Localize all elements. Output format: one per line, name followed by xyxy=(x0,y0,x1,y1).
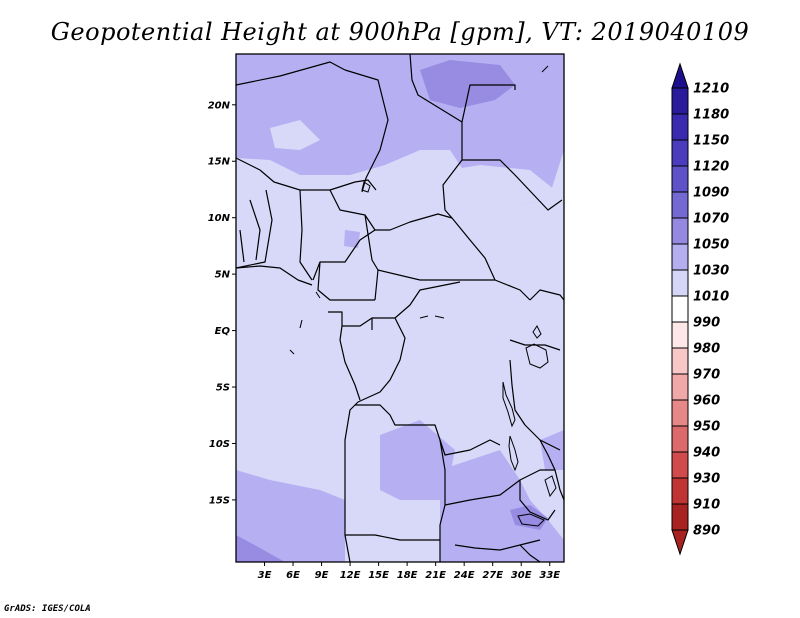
colorbar-label: 1050 xyxy=(693,238,729,253)
colorbar-box xyxy=(671,113,689,141)
colorbar-box xyxy=(671,269,689,297)
x-axis: 3E 6E 9E 12E 15E 18E 21E 24E 27E 30E 33E xyxy=(258,562,560,581)
colorbar-label: 1210 xyxy=(693,82,729,97)
colorbar-label: 1030 xyxy=(693,264,729,279)
colorbar-label: 970 xyxy=(693,368,720,383)
colorbar-box xyxy=(671,191,689,219)
x-tick-label: 6E xyxy=(286,570,300,581)
lakes xyxy=(361,181,557,527)
colorbar-box xyxy=(671,503,689,531)
colorbar-labels: 1210 1180 1150 1120 1090 1070 1050 1030 1010 990 9… xyxy=(693,82,729,539)
colorbar-box xyxy=(671,477,689,505)
y-axis: 20N 15N 10N 5N EQ 5S 10S 15S xyxy=(208,100,236,506)
colorbar-label: 980 xyxy=(693,342,720,357)
y-tick-label: 10S xyxy=(209,439,230,450)
colorbar-label: 940 xyxy=(693,446,720,461)
x-tick-label: 18E xyxy=(397,570,418,581)
y-tick-label: EQ xyxy=(215,326,231,337)
colorbar-label: 990 xyxy=(693,316,720,331)
colorbar-box xyxy=(671,295,689,323)
colorbar-label: 1150 xyxy=(693,134,729,149)
x-tick-label: 3E xyxy=(258,570,272,581)
map-frame xyxy=(235,53,565,563)
country-borders xyxy=(235,53,565,563)
colorbar-box xyxy=(671,347,689,375)
colorbar-label: 1180 xyxy=(693,108,729,123)
x-tick-label: 30E xyxy=(511,570,532,581)
y-tick-label: 15N xyxy=(208,157,231,168)
colorbar-top-arrow xyxy=(671,62,689,89)
map-title: Geopotential Height at 900hPa [gpm], VT:… xyxy=(50,18,750,46)
colorbar-box xyxy=(671,139,689,167)
colorbar-label: 1010 xyxy=(693,290,729,305)
colorbar-label: 910 xyxy=(693,498,720,513)
colorbar-label: 1070 xyxy=(693,212,729,227)
colorbar-boxes xyxy=(671,62,689,556)
colorbar-box xyxy=(671,243,689,271)
y-tick-label: 5S xyxy=(216,383,230,394)
x-tick-label: 24E xyxy=(454,570,475,581)
colorbar-box xyxy=(671,425,689,453)
colorbar-label: 1120 xyxy=(693,160,729,175)
colorbar-label: 930 xyxy=(693,472,720,487)
colorbar-box xyxy=(671,373,689,401)
x-tick-label: 15E xyxy=(368,570,389,581)
colorbar-box xyxy=(671,165,689,193)
colorbar-label: 960 xyxy=(693,394,720,409)
x-tick-label: 21E xyxy=(425,570,446,581)
y-tick-label: 5N xyxy=(215,270,231,281)
colorbar-label: 890 xyxy=(693,524,720,539)
river-details xyxy=(289,65,549,355)
x-tick-label: 33E xyxy=(539,570,560,581)
colorbar-label: 950 xyxy=(693,420,720,435)
colorbar-box xyxy=(671,87,689,115)
y-tick-label: 20N xyxy=(208,100,231,111)
colorbar-box xyxy=(671,217,689,245)
y-tick-label: 10N xyxy=(208,213,231,224)
colorbar-box xyxy=(671,399,689,427)
colorbar-bottom-arrow xyxy=(671,529,689,556)
x-tick-label: 12E xyxy=(340,570,361,581)
colorbar-box xyxy=(671,321,689,349)
colorbar-box xyxy=(671,451,689,479)
grads-credit: GrADS: IGES/COLA xyxy=(4,604,91,614)
x-tick-label: 9E xyxy=(315,570,329,581)
height-field-1010-patches xyxy=(270,120,555,535)
colorbar-label: 1090 xyxy=(693,186,729,201)
height-field-1050 xyxy=(236,60,548,562)
y-tick-label: 15S xyxy=(209,495,230,506)
x-tick-label: 27E xyxy=(482,570,503,581)
